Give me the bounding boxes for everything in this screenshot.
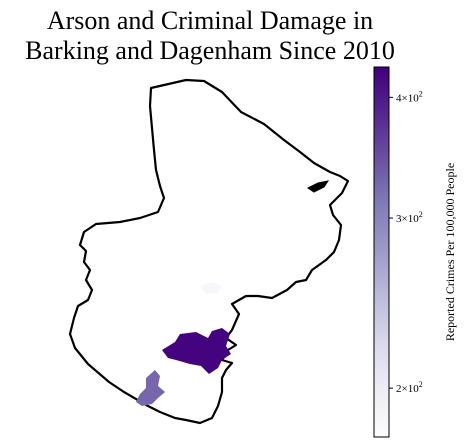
colorbar-tick-label: 4×102	[396, 89, 423, 104]
colorbar-tick-label: 3×102	[396, 210, 423, 225]
borough-boundary	[68, 78, 350, 425]
low-crime-area	[200, 282, 222, 294]
colorbar-ticks: 2×102 3×102 4×102	[389, 89, 423, 395]
high-crime-area	[162, 328, 231, 374]
map-title-line-1: Arson and Criminal Damage in	[46, 6, 374, 35]
river-notch	[307, 180, 330, 193]
colorbar-gradient	[374, 67, 389, 437]
map-title-line-2: Barking and Dagenham Since 2010	[25, 36, 395, 65]
colorbar-tick-label: 2×102	[396, 380, 423, 395]
colorbar-frame	[373, 66, 390, 438]
medium-crime-area	[136, 370, 165, 406]
colorbar-label: Reported Crimes Per 100,000 People	[443, 163, 457, 341]
